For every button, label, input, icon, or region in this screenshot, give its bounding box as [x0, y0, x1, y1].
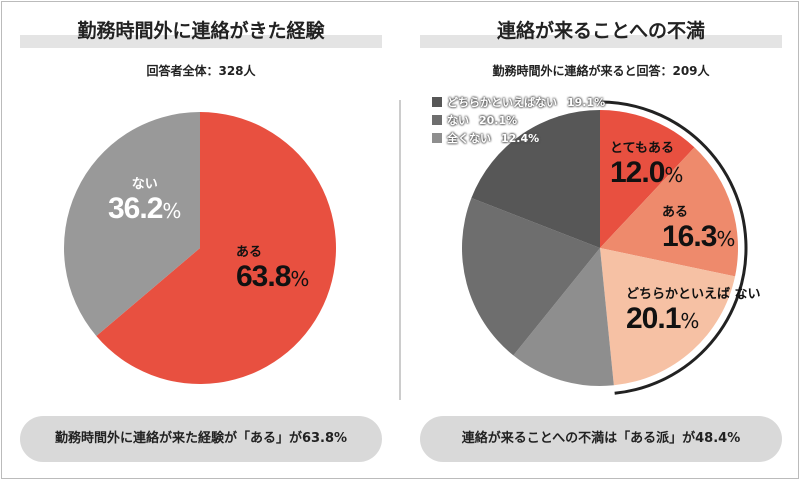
legend-item: どちらかといえばない 19.1% — [432, 94, 605, 110]
legend-item: ない 20.1% — [432, 112, 517, 128]
right-title: 連絡が来ることへの不満 — [420, 14, 782, 48]
pie-slice — [96, 112, 337, 384]
pie-slice — [471, 110, 600, 248]
slice-label-totemo-aru: とてもある 12.0% — [610, 141, 684, 189]
right-subtitle: 勤務時間外に連絡が来ると回答：209人 — [492, 64, 710, 78]
slice-label-aru-2: ある 16.3% — [662, 205, 736, 253]
pie-slice — [462, 198, 600, 356]
legend-item: 全くない 12.4% — [432, 130, 539, 146]
divider — [399, 100, 401, 400]
pie-slice — [600, 110, 695, 248]
slice-label-aru: ある 63.8% — [236, 245, 310, 293]
left-title: 勤務時間外に連絡がきた経験 — [20, 14, 382, 48]
left-subtitle: 回答者全体：328人 — [146, 64, 256, 78]
pie-slice — [600, 147, 739, 277]
pie-slice — [513, 248, 614, 386]
slice-label-dochira-nai: どちらかといえば ない 20.1% — [626, 287, 761, 335]
right-summary: 連絡が来ることへの不満は「ある派」が48.4% — [420, 416, 782, 462]
slice-label-nai: ない 36.2% — [108, 177, 182, 225]
group-bracket-arc — [599, 100, 748, 395]
pie-slice — [64, 112, 200, 336]
left-summary: 勤務時間外に連絡が来た経験が「ある」が63.8% — [20, 416, 382, 462]
pie-slice — [600, 248, 736, 386]
